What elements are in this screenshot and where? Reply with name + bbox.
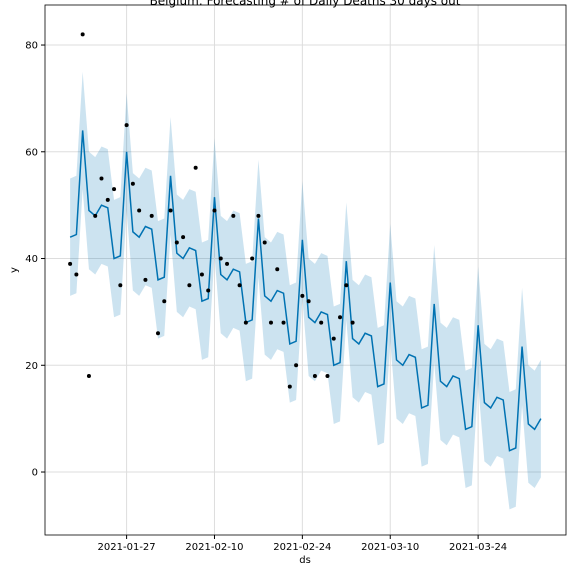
- observed-point: [312, 373, 317, 378]
- observed-point: [93, 213, 98, 218]
- observed-point: [212, 208, 217, 213]
- y-tick-label: 0: [32, 468, 38, 479]
- observed-point: [187, 283, 192, 288]
- observed-point: [193, 165, 198, 170]
- y-tick-label: 80: [25, 41, 38, 52]
- observed-point: [294, 363, 299, 368]
- observed-point: [250, 256, 255, 261]
- observed-point: [143, 277, 148, 282]
- observed-point: [237, 283, 242, 288]
- observed-point: [124, 123, 129, 128]
- x-tick-label: 2021-03-10: [361, 542, 419, 553]
- observed-point: [181, 235, 186, 240]
- chart-title: Belgium: Forecasting # of Daily Deaths 3…: [150, 0, 461, 8]
- observed-point: [344, 283, 349, 288]
- plot-frame: [44, 4, 567, 536]
- x-tick-label: 2021-01-27: [98, 542, 156, 553]
- observed-point: [105, 197, 110, 202]
- observed-point: [306, 299, 311, 304]
- observed-point: [86, 373, 91, 378]
- x-tick-label: 2021-03-24: [449, 542, 507, 553]
- observed-point: [331, 336, 336, 341]
- observed-point: [256, 213, 261, 218]
- y-tick-label: 60: [25, 147, 38, 158]
- y-axis-label: y: [9, 267, 20, 273]
- observed-point: [155, 331, 160, 336]
- observed-point: [231, 213, 236, 218]
- observed-point: [243, 320, 248, 325]
- x-tick-label: 2021-02-24: [273, 542, 331, 553]
- observed-point: [268, 320, 273, 325]
- observed-point: [325, 373, 330, 378]
- observed-point: [287, 384, 292, 389]
- observed-point: [112, 187, 117, 192]
- observed-point: [300, 293, 305, 298]
- y-tick-label: 20: [25, 361, 38, 372]
- x-tick-label: 2021-02-10: [185, 542, 243, 553]
- uncertainty-band: [70, 71, 541, 510]
- observed-point: [74, 272, 79, 277]
- observed-point: [149, 213, 154, 218]
- forecast-line: [69, 130, 542, 452]
- observed-point: [174, 240, 179, 245]
- observed-point: [350, 320, 355, 325]
- observed-point: [275, 267, 280, 272]
- observed-point: [168, 208, 173, 213]
- observed-point: [319, 320, 324, 325]
- observed-point: [162, 299, 167, 304]
- x-axis-label: ds: [299, 555, 311, 566]
- y-tick-label: 40: [25, 254, 38, 265]
- observed-point: [199, 272, 204, 277]
- observed-point: [130, 181, 135, 186]
- plot-layer: 0 20 40 60 80 2021-01-27 2021-02-10 2021-02-24 2…: [25, 4, 567, 553]
- observed-point: [218, 256, 223, 261]
- observed-point: [68, 261, 73, 266]
- observed-point: [99, 176, 104, 181]
- observed-point: [137, 208, 142, 213]
- observed-point: [262, 240, 267, 245]
- observed-point: [80, 32, 85, 37]
- observed-point: [206, 288, 211, 293]
- observed-point: [281, 320, 286, 325]
- observed-point: [118, 283, 123, 288]
- observed-point: [225, 261, 230, 266]
- observed-point: [338, 315, 343, 320]
